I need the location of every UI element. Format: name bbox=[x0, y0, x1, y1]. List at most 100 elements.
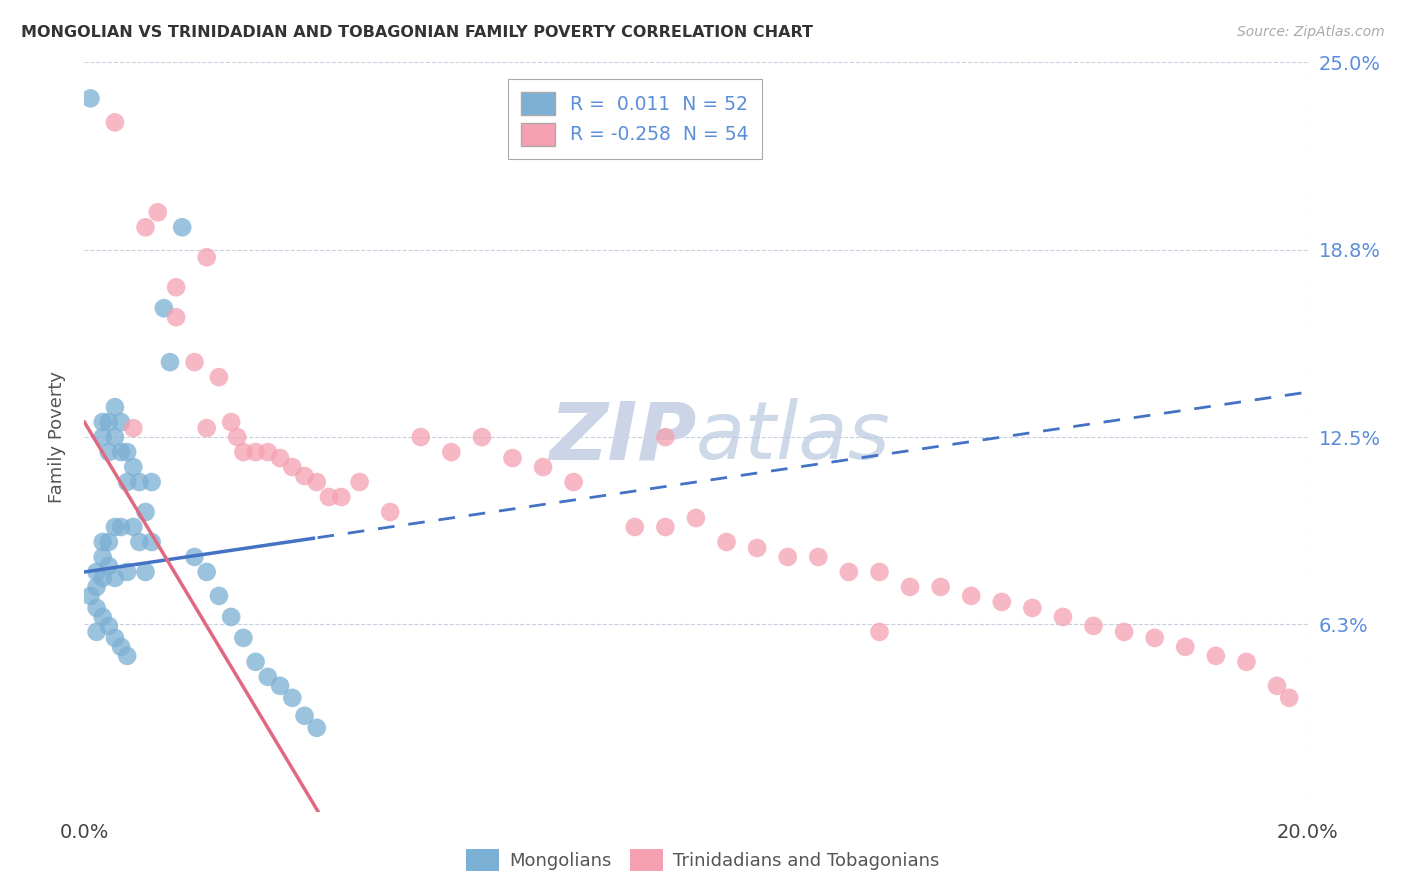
Point bbox=[257, 445, 280, 459]
Point bbox=[195, 250, 218, 264]
Point bbox=[716, 535, 738, 549]
Point bbox=[91, 415, 114, 429]
Point bbox=[281, 460, 304, 475]
Point bbox=[97, 535, 120, 549]
Point bbox=[104, 400, 127, 414]
Point bbox=[305, 475, 328, 489]
Point bbox=[318, 490, 340, 504]
Point bbox=[135, 505, 157, 519]
Point bbox=[86, 624, 108, 639]
Point bbox=[115, 445, 138, 459]
Point bbox=[141, 535, 163, 549]
Point bbox=[115, 565, 138, 579]
Point bbox=[135, 220, 157, 235]
Point bbox=[991, 595, 1014, 609]
Point bbox=[960, 589, 983, 603]
Point bbox=[929, 580, 952, 594]
Point bbox=[91, 549, 114, 564]
Point bbox=[869, 565, 891, 579]
Point bbox=[208, 370, 231, 384]
Point bbox=[104, 115, 127, 129]
Point bbox=[183, 549, 205, 564]
Point bbox=[208, 589, 231, 603]
Point bbox=[330, 490, 353, 504]
Point bbox=[747, 541, 769, 555]
Y-axis label: Family Poverty: Family Poverty bbox=[48, 371, 66, 503]
Point bbox=[1052, 610, 1074, 624]
Point bbox=[110, 520, 132, 534]
Point bbox=[1265, 679, 1288, 693]
Point bbox=[685, 511, 707, 525]
Legend: R =  0.011  N = 52, R = -0.258  N = 54: R = 0.011 N = 52, R = -0.258 N = 54 bbox=[508, 79, 762, 159]
Point bbox=[281, 690, 304, 705]
Point bbox=[776, 549, 799, 564]
Point bbox=[91, 535, 114, 549]
Point bbox=[838, 565, 860, 579]
Point bbox=[232, 631, 254, 645]
Point bbox=[115, 475, 138, 489]
Legend: Mongolians, Trinidadians and Tobagonians: Mongolians, Trinidadians and Tobagonians bbox=[458, 842, 948, 879]
Point bbox=[91, 571, 114, 585]
Text: ZIP: ZIP bbox=[548, 398, 696, 476]
Text: MONGOLIAN VS TRINIDADIAN AND TOBAGONIAN FAMILY POVERTY CORRELATION CHART: MONGOLIAN VS TRINIDADIAN AND TOBAGONIAN … bbox=[21, 25, 813, 40]
Point bbox=[1236, 655, 1258, 669]
Point bbox=[195, 565, 218, 579]
Text: Source: ZipAtlas.com: Source: ZipAtlas.com bbox=[1237, 25, 1385, 39]
Point bbox=[624, 520, 647, 534]
Point bbox=[654, 520, 676, 534]
Point bbox=[531, 460, 554, 475]
Point bbox=[219, 415, 242, 429]
Point bbox=[226, 430, 249, 444]
Point bbox=[269, 679, 291, 693]
Point bbox=[104, 571, 127, 585]
Point bbox=[141, 475, 163, 489]
Point bbox=[91, 610, 114, 624]
Point bbox=[79, 589, 101, 603]
Point bbox=[269, 451, 291, 466]
Text: atlas: atlas bbox=[696, 398, 891, 476]
Point bbox=[104, 430, 127, 444]
Point bbox=[195, 421, 218, 435]
Point bbox=[146, 205, 169, 219]
Point bbox=[104, 631, 127, 645]
Point bbox=[654, 430, 676, 444]
Point bbox=[294, 708, 316, 723]
Point bbox=[1174, 640, 1197, 654]
Point bbox=[122, 460, 145, 475]
Point bbox=[245, 445, 267, 459]
Point bbox=[183, 355, 205, 369]
Point bbox=[562, 475, 585, 489]
Point bbox=[86, 601, 108, 615]
Point bbox=[1205, 648, 1227, 663]
Point bbox=[409, 430, 432, 444]
Point bbox=[115, 648, 138, 663]
Point bbox=[110, 415, 132, 429]
Point bbox=[172, 220, 194, 235]
Point bbox=[97, 415, 120, 429]
Point bbox=[86, 580, 108, 594]
Point bbox=[1083, 619, 1105, 633]
Point bbox=[135, 565, 157, 579]
Point bbox=[305, 721, 328, 735]
Point bbox=[257, 670, 280, 684]
Point bbox=[1114, 624, 1136, 639]
Point bbox=[440, 445, 463, 459]
Point bbox=[165, 280, 187, 294]
Point bbox=[471, 430, 494, 444]
Point bbox=[86, 565, 108, 579]
Point bbox=[502, 451, 524, 466]
Point bbox=[380, 505, 402, 519]
Point bbox=[110, 445, 132, 459]
Point bbox=[245, 655, 267, 669]
Point bbox=[153, 301, 176, 316]
Point bbox=[128, 535, 150, 549]
Point bbox=[349, 475, 371, 489]
Point bbox=[122, 520, 145, 534]
Point bbox=[165, 310, 187, 325]
Point bbox=[219, 610, 242, 624]
Point bbox=[97, 619, 120, 633]
Point bbox=[232, 445, 254, 459]
Point bbox=[104, 520, 127, 534]
Point bbox=[294, 469, 316, 483]
Point bbox=[79, 91, 101, 105]
